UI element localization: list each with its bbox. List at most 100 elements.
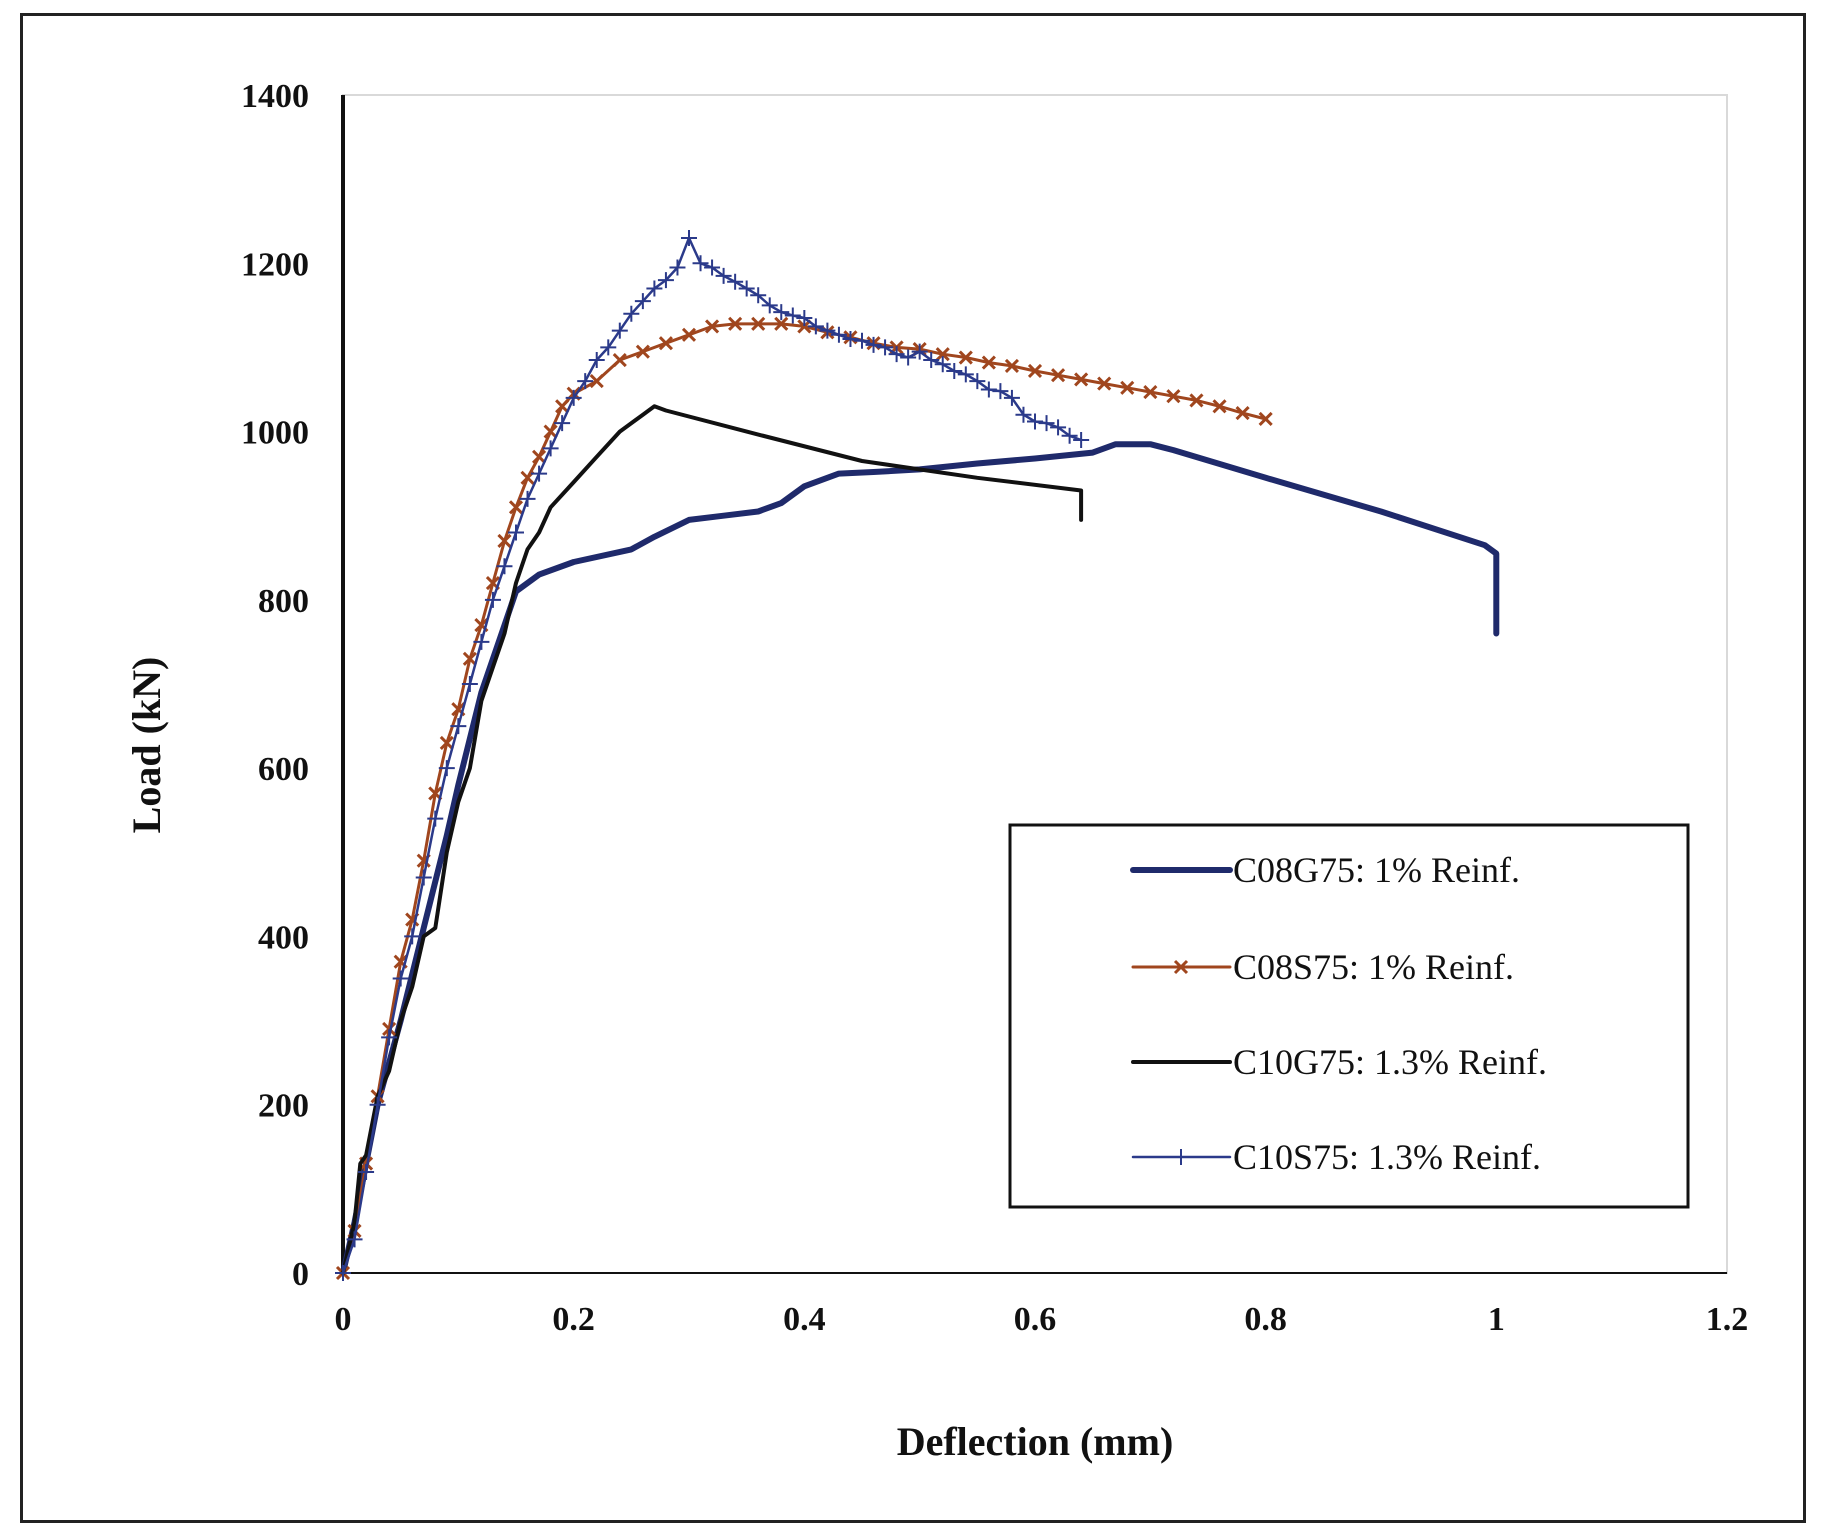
data-point-37 (958, 350, 973, 365)
data-point-19 (554, 415, 571, 432)
data-point-9 (439, 735, 454, 750)
series-2 (335, 316, 1273, 1281)
data-point-14 (497, 533, 512, 549)
data-point-64 (1073, 431, 1090, 448)
data-point-24 (611, 322, 628, 339)
data-point-2 (358, 1164, 375, 1181)
y-tick-label: 1200 (241, 246, 309, 283)
legend-label: C08G75: 1% Reinf. (1233, 850, 1520, 890)
x-tick-label: 1 (1488, 1301, 1505, 1338)
data-point-22 (588, 352, 605, 369)
data-point-12 (473, 633, 490, 650)
data-point-32 (704, 259, 721, 276)
data-point-61 (1038, 415, 1055, 432)
x-tick-label: 0.6 (1014, 1301, 1057, 1338)
data-point-17 (531, 465, 548, 482)
legend-item: C10G75: 1.3% Reinf. (1131, 1042, 1547, 1082)
data-point-63 (1061, 427, 1078, 444)
data-point-30 (681, 230, 697, 247)
data-point-21 (589, 374, 604, 389)
legend-item: C10S75: 1.3% Reinf. (1131, 1137, 1541, 1177)
y-axis-title: Load (kN) (124, 657, 169, 834)
data-point-40 (1027, 363, 1043, 379)
data-point-43 (1097, 376, 1112, 391)
data-point-15 (508, 524, 524, 541)
series-4 (335, 230, 1090, 1281)
data-point-49 (1235, 405, 1250, 421)
data-point-39 (784, 307, 801, 324)
data-point-35 (738, 280, 755, 297)
data-point-59 (1015, 406, 1032, 423)
data-point-46 (865, 336, 882, 353)
data-point-legend (1173, 1149, 1189, 1165)
y-tick-label: 0 (292, 1256, 309, 1293)
y-tick-label: 1000 (241, 415, 309, 452)
data-point-25 (681, 327, 697, 342)
y-tick-label: 600 (258, 751, 309, 788)
legend-item: C08G75: 1% Reinf. (1130, 850, 1520, 890)
data-point-34 (727, 273, 744, 290)
data-point-36 (750, 287, 767, 304)
data-point-23 (635, 344, 650, 359)
data-point-54 (957, 366, 974, 383)
legend-item: C08S75: 1% Reinf. (1131, 947, 1514, 987)
data-point-52 (934, 356, 951, 373)
data-point-21 (577, 373, 594, 390)
data-point-24 (658, 336, 673, 351)
data-point-9 (438, 760, 455, 777)
data-point-26 (705, 319, 720, 334)
x-axis-title: Deflection (mm) (897, 1419, 1174, 1464)
data-point-6 (404, 928, 421, 945)
data-point-11 (461, 676, 478, 692)
data-point-7 (415, 869, 432, 886)
data-point-14 (496, 558, 513, 575)
data-point-27 (646, 280, 663, 297)
data-point-50 (911, 343, 928, 360)
data-point-60 (1027, 413, 1043, 430)
x-tick-label: 1.2 (1706, 1301, 1749, 1338)
data-point-20 (565, 389, 582, 406)
data-point-16 (519, 490, 536, 507)
data-point-1 (346, 1231, 363, 1248)
data-point-15 (508, 500, 524, 515)
data-point-42 (1074, 372, 1089, 387)
data-point-33 (715, 267, 732, 284)
data-point-48 (888, 346, 905, 363)
data-point-47 (1189, 393, 1204, 408)
data-point-53 (946, 362, 963, 379)
data-point-41 (807, 318, 824, 335)
data-point-56 (980, 381, 997, 398)
data-point-3 (369, 1096, 386, 1113)
data-point-25 (623, 305, 640, 322)
data-point-19 (555, 399, 570, 414)
x-tick-label: 0 (335, 1301, 352, 1338)
legend-box (1008, 823, 1690, 1209)
data-point-17 (532, 449, 547, 464)
data-point-22 (612, 352, 627, 368)
data-point-29 (669, 259, 686, 276)
series-line-4 (341, 236, 1083, 1275)
data-point-8 (427, 810, 444, 827)
data-point-45 (1143, 384, 1158, 400)
legend: C08G75: 1% Reinf. C08S75: 1% Reinf. C10G75… (1008, 823, 1690, 1209)
data-point-0 (335, 1265, 351, 1281)
series-line-1 (340, 441, 1500, 1276)
data-point-42 (819, 322, 836, 339)
data-point-5 (392, 970, 409, 987)
data-point-18 (543, 424, 558, 439)
data-point-44 (842, 331, 859, 348)
data-point-18 (542, 440, 559, 457)
data-point-10 (450, 718, 467, 735)
data-point-51 (923, 352, 940, 369)
data-point-55 (969, 373, 986, 390)
legend-items: C08G75: 1% Reinf. C08S75: 1% Reinf. C10G75… (1130, 850, 1547, 1177)
data-point-28 (657, 272, 674, 289)
series-group (335, 230, 1500, 1281)
legend-label: C10G75: 1.3% Reinf. (1233, 1042, 1547, 1082)
data-point-43 (830, 326, 847, 343)
legend-label: C10S75: 1.3% Reinf. (1233, 1137, 1541, 1177)
y-tick-label: 800 (258, 583, 309, 620)
y-tick-labels: 0 200 400 600 800 1000 1200 1400 (241, 78, 309, 1293)
y-tick-label: 200 (258, 1088, 309, 1125)
